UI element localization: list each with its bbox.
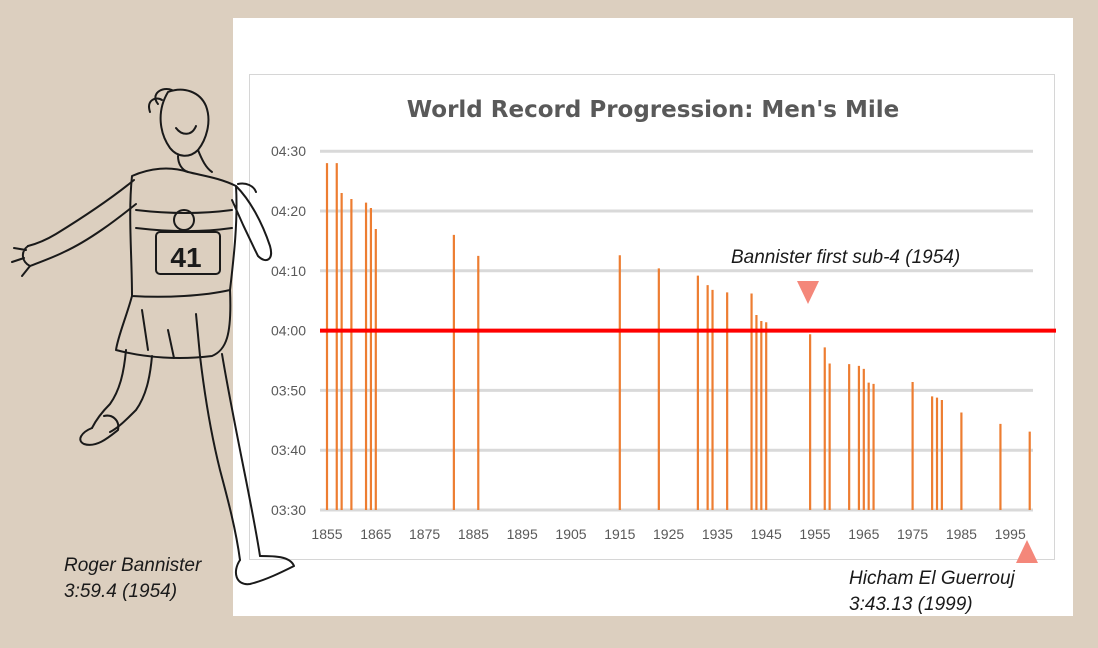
annotation-bannister-first: Bannister first sub-4 (1954) — [731, 247, 961, 268]
y-tick-label: 04:30 — [271, 143, 306, 159]
x-tick-label: 1885 — [458, 526, 489, 542]
annotation-roger-name: Roger Bannister — [64, 555, 202, 576]
x-tick-label: 1895 — [507, 526, 538, 542]
x-tick-label: 1925 — [653, 526, 684, 542]
chart-card — [233, 18, 1073, 616]
x-tick-label: 1955 — [799, 526, 830, 542]
x-tick-label: 1855 — [311, 526, 342, 542]
y-axis-ticks: 03:30 03:40 03:50 04:00 04:10 04:20 04:30 — [271, 143, 306, 518]
x-tick-label: 1975 — [897, 526, 928, 542]
plot-area-border — [249, 74, 1055, 560]
annotation-hicham-name: Hicham El Guerrouj — [849, 568, 1015, 589]
runner-bib-number: 41 — [170, 242, 201, 273]
y-tick-label: 04:10 — [271, 263, 306, 279]
bars — [325, 163, 1031, 510]
y-tick-label: 04:00 — [271, 323, 306, 339]
x-tick-label: 1985 — [946, 526, 977, 542]
x-axis-ticks: 1855 1865 1875 1885 1895 1905 1915 1925 1935 1945… — [311, 526, 1026, 542]
hicham-marker-triangle — [1016, 540, 1038, 563]
annotation-roger-time: 3:59.4 (1954) — [64, 581, 178, 602]
chart-title: World Record Progression: Men's Mile — [407, 97, 900, 123]
y-tick-label: 03:40 — [271, 442, 306, 458]
annotation-hicham-time: 3:43.13 (1999) — [849, 594, 973, 615]
y-tick-label: 03:50 — [271, 382, 306, 398]
x-tick-label: 1945 — [751, 526, 782, 542]
x-tick-label: 1905 — [555, 526, 586, 542]
x-tick-label: 1935 — [702, 526, 733, 542]
x-tick-label: 1995 — [995, 526, 1026, 542]
y-tick-label: 03:30 — [271, 502, 306, 518]
grid-lines — [320, 149, 1033, 512]
bannister-marker-triangle — [797, 281, 819, 304]
y-tick-label: 04:20 — [271, 203, 306, 219]
x-tick-label: 1865 — [360, 526, 391, 542]
x-tick-label: 1965 — [848, 526, 879, 542]
x-tick-label: 1875 — [409, 526, 440, 542]
x-tick-label: 1915 — [604, 526, 635, 542]
runner-illustration: 41 — [11, 88, 295, 586]
